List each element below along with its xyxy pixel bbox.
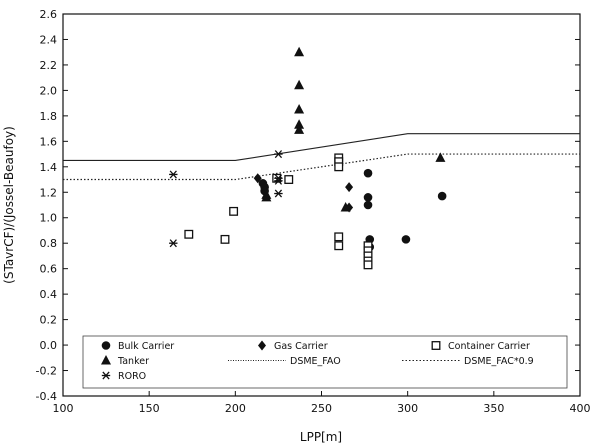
legend-item-dsme-fac-0-9: DSME_FAC*0.9 bbox=[402, 356, 534, 367]
legend-label: RORO bbox=[118, 371, 146, 382]
legend-item-gas-carrier: Gas Carrier bbox=[258, 340, 328, 352]
container-carrier-point bbox=[334, 241, 344, 251]
tanker-point bbox=[294, 124, 305, 134]
legend-label: Gas Carrier bbox=[274, 341, 328, 352]
roro-point bbox=[274, 176, 283, 185]
legend-item-bulk-carrier: Bulk Carrier bbox=[101, 341, 174, 352]
x-tick-label: 350 bbox=[483, 402, 504, 415]
y-tick-label: 1.0 bbox=[40, 212, 58, 225]
tanker-point bbox=[294, 46, 305, 57]
gas-carrier-point bbox=[345, 182, 354, 193]
y-tick-label: -0.2 bbox=[36, 365, 57, 378]
legend: Bulk Carrier Gas Carrier Container Carrier… bbox=[82, 335, 568, 389]
tanker-point bbox=[294, 79, 305, 90]
bulk-carrier-point bbox=[437, 191, 447, 201]
data-points bbox=[169, 46, 447, 270]
container-carrier-point bbox=[229, 206, 239, 216]
y-tick-label: 1.8 bbox=[40, 110, 58, 123]
bulk-carrier-point bbox=[363, 193, 373, 202]
asterisk-stroke bbox=[274, 189, 283, 198]
y-tick-label: 2.2 bbox=[40, 59, 58, 72]
dsme-fao-line bbox=[63, 133, 580, 161]
tanker-point bbox=[435, 152, 446, 162]
asterisk-stroke bbox=[169, 239, 177, 248]
legend-item-container-carrier: Container Carrier bbox=[431, 341, 530, 352]
x-axis-label: LPP[m] bbox=[300, 430, 342, 444]
container-carrier-point bbox=[284, 175, 294, 184]
y-tick-label: 2.4 bbox=[40, 33, 58, 46]
triangle-icon bbox=[101, 355, 111, 365]
legend-item-tanker: Tanker bbox=[101, 355, 149, 367]
y-tick-label: 1.4 bbox=[40, 161, 58, 174]
container-carrier-point bbox=[184, 229, 194, 239]
asterisk-stroke bbox=[102, 371, 110, 380]
roro-point bbox=[274, 189, 283, 198]
asterisk-stroke bbox=[274, 150, 283, 159]
y-tick-label: 0.8 bbox=[40, 237, 58, 250]
legend-label: DSME_FAO bbox=[290, 356, 341, 367]
legend-label: Bulk Carrier bbox=[118, 341, 174, 352]
y-axis-label: (STavrCF)/(Jossel-Beaufoy) bbox=[2, 126, 16, 284]
y-tick-label: 1.2 bbox=[40, 186, 58, 199]
x-tick-label: 100 bbox=[53, 402, 74, 415]
square-icon bbox=[431, 341, 441, 350]
roro-point bbox=[274, 150, 283, 159]
asterisk-icon bbox=[101, 371, 111, 380]
container-carrier-point bbox=[363, 260, 373, 270]
y-tick-label: 0.2 bbox=[40, 314, 58, 327]
x-tick-label: 150 bbox=[139, 402, 160, 415]
tanker-point bbox=[261, 191, 272, 202]
tanker-point bbox=[294, 119, 305, 129]
y-tick-label: -0.4 bbox=[36, 390, 57, 403]
tanker-point bbox=[294, 104, 305, 114]
y-tick-label: 0.6 bbox=[40, 263, 58, 276]
roro-point bbox=[169, 170, 178, 179]
roro-point bbox=[169, 239, 178, 248]
x-tick-label: 200 bbox=[225, 402, 246, 415]
bulk-carrier-point bbox=[401, 235, 411, 244]
y-axis-ticks: -0.4 -0.2 0.0 0.2 0.4 0.6 0.8 1.0 1.2 1.4 1.6 1.8 2.… bbox=[36, 8, 580, 403]
x-tick-label: 400 bbox=[570, 402, 591, 415]
y-tick-label: 0.4 bbox=[40, 288, 58, 301]
y-tick-label: 1.6 bbox=[40, 135, 58, 148]
legend-label: Container Carrier bbox=[448, 341, 530, 352]
legend-item-dsme-fao: DSME_FAO bbox=[228, 356, 341, 367]
y-tick-label: 0.0 bbox=[40, 339, 58, 352]
x-tick-label: 300 bbox=[397, 402, 418, 415]
bulk-carrier-point bbox=[363, 168, 373, 178]
tanker-point bbox=[340, 202, 351, 212]
container-carrier-point bbox=[220, 234, 230, 244]
container-carrier-point bbox=[334, 232, 344, 242]
reference-lines bbox=[63, 133, 580, 181]
y-tick-label: 2.6 bbox=[40, 8, 58, 21]
dsme-fac-0-9-line bbox=[63, 153, 580, 181]
gas-carrier-point bbox=[253, 173, 262, 184]
legend-label: Tanker bbox=[117, 356, 149, 367]
circle-icon bbox=[101, 341, 111, 350]
bulk-carrier-point bbox=[363, 200, 373, 210]
legend-box bbox=[82, 335, 568, 389]
container-carrier-point bbox=[334, 162, 344, 172]
legend-item-roro: RORO bbox=[101, 371, 146, 382]
diamond-icon bbox=[258, 340, 266, 351]
x-tick-label: 250 bbox=[311, 402, 332, 415]
legend-label: DSME_FAC*0.9 bbox=[464, 356, 534, 367]
asterisk-stroke bbox=[274, 176, 283, 185]
asterisk-stroke bbox=[169, 170, 177, 179]
x-axis-ticks: 100 150 200 250 300 350 400 bbox=[53, 391, 591, 415]
y-tick-label: 2.0 bbox=[40, 84, 58, 97]
